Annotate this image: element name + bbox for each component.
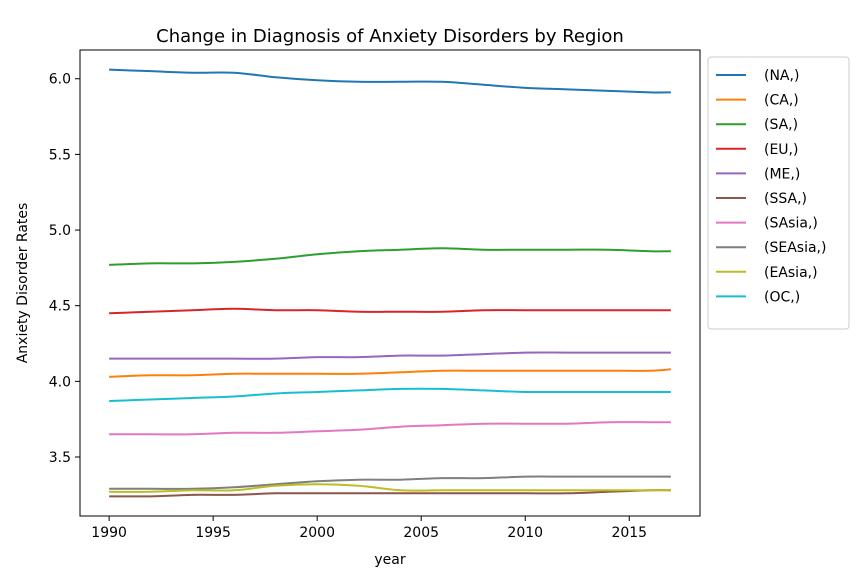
series-line-ca	[109, 368, 671, 378]
y-axis-label: Anxiety Disorder Rates	[15, 203, 31, 364]
x-axis: 1990 1995 2000 2005 2010 2015	[91, 516, 647, 541]
series-line-sa	[109, 247, 671, 266]
x-tick-label: 2000	[299, 525, 335, 541]
series-line-oc	[109, 387, 671, 403]
legend: (NA,) (CA,) (SA,) (EU,) (ME,) (SSA,) (SAsia,) (…	[707, 56, 850, 330]
x-axis-label: year	[374, 552, 405, 568]
x-tick-label: 2005	[403, 525, 439, 541]
y-tick-label: 5.5	[49, 147, 71, 163]
series-line-na	[109, 68, 671, 94]
legend-label-sa: (SA,)	[764, 117, 798, 133]
y-tick-label: 4.0	[49, 374, 71, 390]
y-tick-label: 5.0	[49, 223, 71, 239]
legend-label-na: (NA,)	[764, 68, 799, 84]
y-tick-label: 4.5	[49, 299, 71, 315]
legend-label-seasia: (SEAsia,)	[764, 240, 826, 256]
x-tick-label: 1995	[195, 525, 231, 541]
series-line-seasia	[109, 475, 671, 490]
legend-label-sasia: (SAsia,)	[764, 216, 818, 232]
x-tick-label: 2015	[611, 525, 647, 541]
x-tick-label: 2010	[507, 525, 543, 541]
x-tick-label: 1990	[91, 525, 127, 541]
y-tick-label: 3.5	[49, 450, 71, 466]
y-axis: 3.5 4.0 4.5 5.0 5.5 6.0	[49, 72, 80, 466]
series-layer	[109, 68, 671, 498]
y-tick-label: 6.0	[49, 72, 71, 88]
plot-frame	[79, 49, 701, 517]
chart-title: Change in Diagnosis of Anxiety Disorders…	[156, 26, 624, 47]
series-line-me	[109, 351, 671, 360]
legend-label-easia: (EAsia,)	[764, 265, 818, 281]
legend-label-oc: (OC,)	[764, 289, 800, 305]
legend-label-eu: (EU,)	[764, 142, 798, 158]
legend-label-me: (ME,)	[764, 166, 800, 182]
series-line-ssa	[109, 489, 671, 498]
series-line-sasia	[109, 421, 671, 436]
legend-label-ca: (CA,)	[764, 93, 799, 109]
series-line-easia	[109, 483, 671, 493]
series-line-eu	[109, 307, 671, 315]
legend-label-ssa: (SSA,)	[764, 191, 807, 207]
